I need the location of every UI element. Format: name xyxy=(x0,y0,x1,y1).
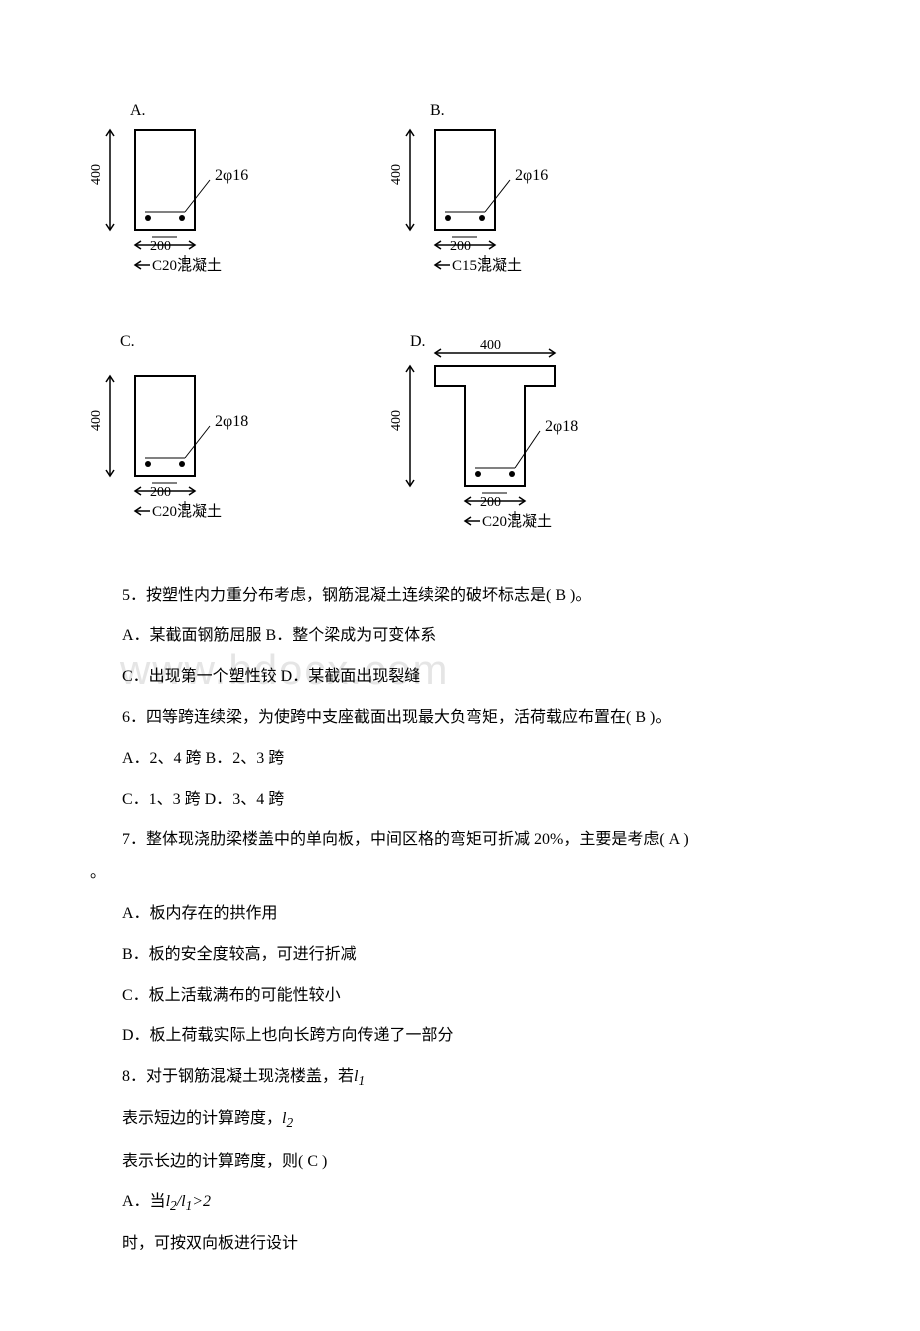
q5-opt-cd: C．出现第一个塑性铰 D．某截面出现裂缝 xyxy=(90,663,830,692)
q8-line2: 表示短边的计算跨度，l2 xyxy=(90,1105,830,1135)
q8-opta-pre: A．当 xyxy=(122,1193,166,1210)
rebar-b: 2φ16 xyxy=(515,167,548,184)
rebar-c: 2φ18 xyxy=(215,413,248,430)
beam-section-b: B. 400 2φ16 200 C15混凝土 xyxy=(390,100,640,280)
beam-section-a: A. 400 2φ16 200 xyxy=(90,100,340,280)
width-dim-b: 200 xyxy=(450,239,471,254)
q6-text: 6．四等跨连续梁，为使跨中支座截面出现最大负弯矩，活荷载应布置在( B )。 xyxy=(90,704,830,733)
q7-text: 7．整体现浇肋梁楼盖中的单向板，中间区格的弯矩可折减 20%，主要是考虑( A … xyxy=(90,826,830,855)
q8-pre: 8．对于钢筋混凝土现浇楼盖，若 xyxy=(122,1068,354,1085)
rebar-a: 2φ16 xyxy=(215,167,248,184)
q7-tail: 。 xyxy=(90,859,830,888)
diagram-c: C. 400 2φ18 200 C20混凝土 xyxy=(90,331,340,542)
q7-opt-b: B．板的安全度较高，可进行折减 xyxy=(90,941,830,970)
q8-opta-formula: l2/l1>2 xyxy=(166,1193,211,1210)
q8-line3: 表示长边的计算跨度，则( C ) xyxy=(90,1148,830,1177)
label-c: C. xyxy=(120,333,135,350)
label-b: B. xyxy=(430,102,445,119)
q7-opt-c: C．板上活载满布的可能性较小 xyxy=(90,982,830,1011)
rebar-d: 2φ18 xyxy=(545,418,578,435)
diagram-row-2: C. 400 2φ18 200 C20混凝土 xyxy=(90,331,830,542)
diagram-a: A. 400 2φ16 200 xyxy=(90,100,340,291)
top-width-d: 400 xyxy=(480,338,501,353)
concrete-c: C20混凝土 xyxy=(152,503,222,520)
diagram-d: D. 400 400 2φ18 xyxy=(390,331,670,542)
width-dim-d: 200 xyxy=(480,495,501,510)
height-dim-a: 400 xyxy=(90,164,104,185)
beam-section-d: D. 400 400 2φ18 xyxy=(390,331,670,531)
height-dim-c: 400 xyxy=(90,410,104,431)
height-dim-d: 400 xyxy=(390,410,404,431)
height-dim-b: 400 xyxy=(390,164,404,185)
q8-l1: l1 xyxy=(354,1068,365,1085)
beam-section-c: C. 400 2φ18 200 C20混凝土 xyxy=(90,331,340,531)
width-dim-c: 200 xyxy=(150,485,171,500)
q8-l2: l2 xyxy=(282,1110,293,1127)
label-a: A. xyxy=(130,102,146,119)
q6-opt-ab: A．2、4 跨 B．2、3 跨 xyxy=(90,745,830,774)
q6-opt-cd: C．1、3 跨 D．3、4 跨 xyxy=(90,786,830,815)
label-d: D. xyxy=(410,333,426,350)
width-dim-a: 200 xyxy=(150,239,171,254)
diagram-row-1: A. 400 2φ16 200 xyxy=(90,100,830,291)
concrete-a: C20混凝土 xyxy=(152,257,222,274)
q8-opt-a-line2: 时，可按双向板进行设计 xyxy=(90,1230,830,1259)
q5-opt-ab: A．某截面钢筋屈服 B．整个梁成为可变体系 xyxy=(90,622,830,651)
q8-opt-a-line1: A．当l2/l1>2 xyxy=(90,1188,830,1218)
q7-opt-a: A．板内存在的拱作用 xyxy=(90,900,830,929)
q7-opt-d: D．板上荷载实际上也向长跨方向传递了一部分 xyxy=(90,1022,830,1051)
concrete-b: C15混凝土 xyxy=(452,257,522,274)
q8-line2-pre: 表示短边的计算跨度， xyxy=(122,1110,282,1127)
q5-text: 5．按塑性内力重分布考虑，钢筋混凝土连续梁的破坏标志是( B )。 xyxy=(90,582,830,611)
q8-line1: 8．对于钢筋混凝土现浇楼盖，若l1 xyxy=(90,1063,830,1093)
concrete-d: C20混凝土 xyxy=(482,513,552,530)
diagram-b: B. 400 2φ16 200 C15混凝土 xyxy=(390,100,640,291)
